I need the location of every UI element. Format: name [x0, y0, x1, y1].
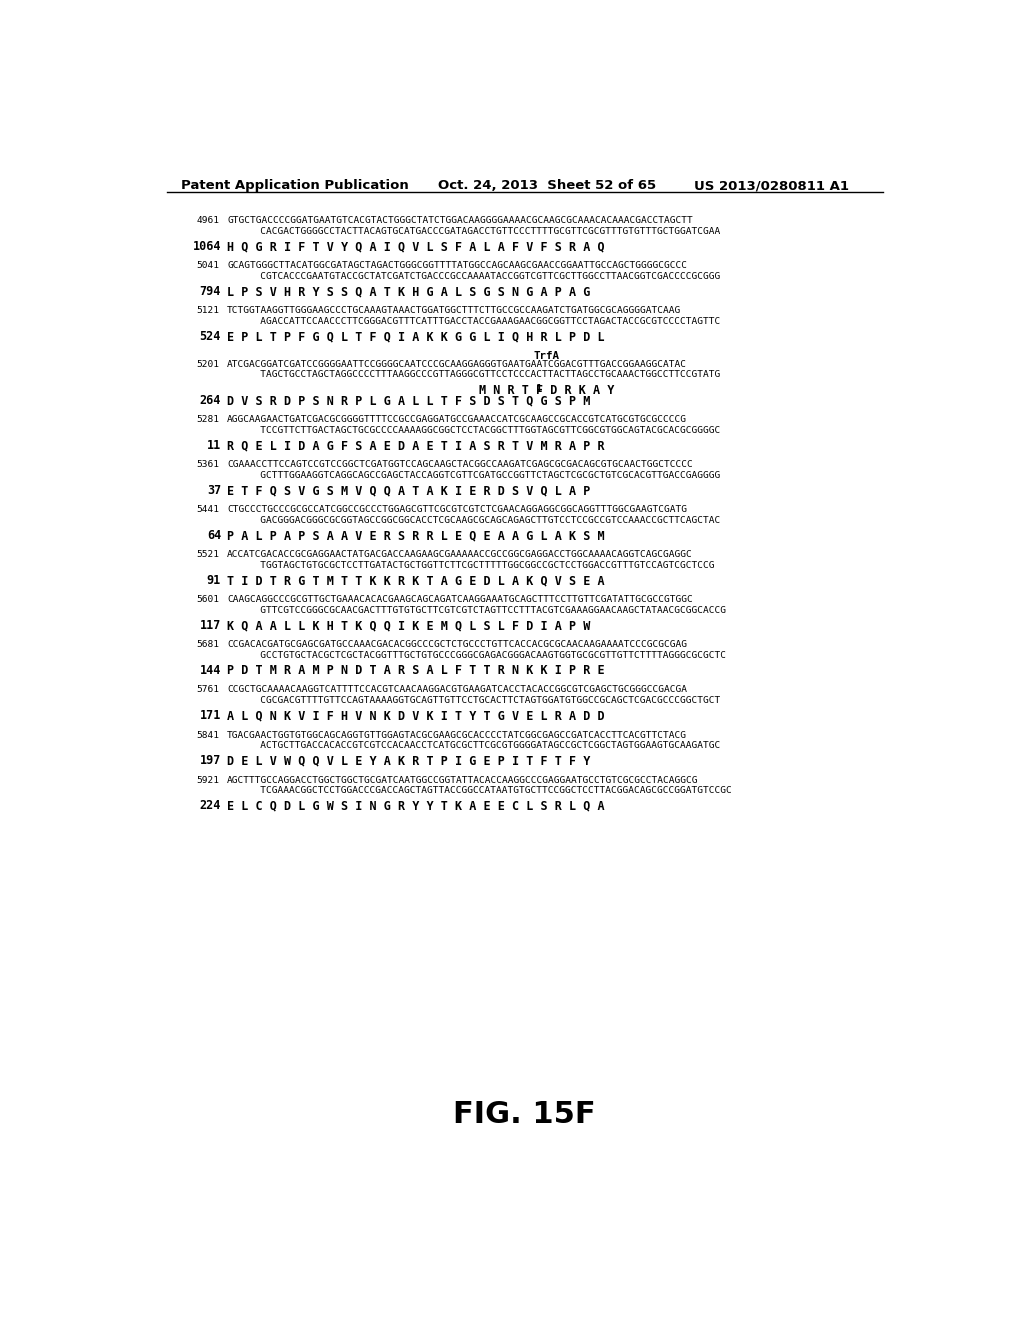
- Text: A L Q N K V I F H V N K D V K I T Y T G V E L R A D D: A L Q N K V I F H V N K D V K I T Y T G …: [227, 709, 605, 722]
- Text: R Q E L I D A G F S A E D A E T I A S R T V M R A P R: R Q E L I D A G F S A E D A E T I A S R …: [227, 440, 605, 451]
- Text: 5841: 5841: [197, 730, 219, 739]
- Text: L P S V H R Y S S Q A T K H G A L S G S N G A P A G: L P S V H R Y S S Q A T K H G A L S G S …: [227, 285, 591, 298]
- Text: TGACGAACTGGTGTGGCAGCAGGTGTTGGAGTACGCGAAGCGCACCCCTATCGGCGAGCCGATCACCTTCACGTTCTACG: TGACGAACTGGTGTGGCAGCAGGTGTTGGAGTACGCGAAG…: [227, 730, 687, 739]
- Text: Oct. 24, 2013  Sheet 52 of 65: Oct. 24, 2013 Sheet 52 of 65: [438, 180, 656, 193]
- Text: CAAGCAGGCCCGCGTTGCTGAAACACACGAAGCAGCAGATCAAGGAAATGCAGCTTTCCTTGTTCGATATTGCGCCGTGG: CAAGCAGGCCCGCGTTGCTGAAACACACGAAGCAGCAGAT…: [227, 595, 693, 605]
- Text: 5361: 5361: [197, 461, 219, 469]
- Text: 5521: 5521: [197, 550, 219, 560]
- Text: 524: 524: [200, 330, 221, 343]
- Text: 5041: 5041: [197, 261, 219, 271]
- Text: P A L P A P S A A V E R S R R L E Q E A A G L A K S M: P A L P A P S A A V E R S R R L E Q E A …: [227, 529, 605, 543]
- Text: FIG. 15F: FIG. 15F: [454, 1100, 596, 1129]
- Text: GTGCTGACCCCGGATGAATGTCACGTACTGGGCTATCTGGACAAGGGGAAAACGCAAGCGCAAACACAAACGACCTAGCT: GTGCTGACCCCGGATGAATGTCACGTACTGGGCTATCTGG…: [227, 216, 693, 226]
- Text: 224: 224: [200, 800, 221, 812]
- Text: CGCGACGTTTTGTTCCAGTAAAAGGTGCAGTTGTTCCTGCACTTCTAGTGGATGTGGCCGCAGCTCGACGCCCGGCTGCT: CGCGACGTTTTGTTCCAGTAAAAGGTGCAGTTGTTCCTGC…: [243, 696, 720, 705]
- Text: 5921: 5921: [197, 776, 219, 784]
- Text: TCGAAACGGCTCCTGGACCCGACCAGCTAGTTACCGGCCATAATGTGCTTCCGGCTCCTTACGGACAGCGCCGGATGTCC: TCGAAACGGCTCCTGGACCCGACCAGCTAGTTACCGGCCA…: [243, 785, 731, 795]
- Text: D E L V W Q Q V L E Y A K R T P I G E P I T F T F Y: D E L V W Q Q V L E Y A K R T P I G E P …: [227, 755, 591, 767]
- Text: 197: 197: [200, 755, 221, 767]
- Text: ACTGCTTGACCACACCGTCGTCCACAACCTCATGCGCTTCGCGTGGGGATAGCCGCTCGGCTAGTGGAAGTGCAAGATGC: ACTGCTTGACCACACCGTCGTCCACAACCTCATGCGCTTC…: [243, 741, 720, 750]
- Text: 37: 37: [207, 484, 221, 498]
- Text: E T F Q S V G S M V Q Q A T A K I E R D S V Q L A P: E T F Q S V G S M V Q Q A T A K I E R D …: [227, 484, 591, 498]
- Text: E L C Q D L G W S I N G R Y Y T K A E E C L S R L Q A: E L C Q D L G W S I N G R Y Y T K A E E …: [227, 800, 605, 812]
- Text: T I D T R G T M T T K K R K T A G E D L A K Q V S E A: T I D T R G T M T T K K R K T A G E D L …: [227, 574, 605, 587]
- Text: CCGACACGATGCGAGCGATGCCAAACGACACGGCCCGCTCTGCCCTGTTCACCACGCGCAACAAGAAAATCCCGCGCGAG: CCGACACGATGCGAGCGATGCCAAACGACACGGCCCGCTC…: [227, 640, 687, 649]
- Text: GCTTTGGAAGGTCAGGCAGCCGAGCTACCAGGTCGTTCGATGCCGGTTCTAGCTCGCGCTGTCGCACGTTGACCGAGGGG: GCTTTGGAAGGTCAGGCAGCCGAGCTACCAGGTCGTTCGA…: [243, 471, 720, 479]
- Text: GACGGGACGGGCGCGGTAGCCGGCGGCACCTCGCAAGCGCAGCAGAGCTTGTCCTCCGCCGTCCAAACCGCTTCAGCTAC: GACGGGACGGGCGCGGTAGCCGGCGGCACCTCGCAAGCGC…: [243, 516, 720, 524]
- Text: 144: 144: [200, 664, 221, 677]
- Text: 5201: 5201: [197, 360, 219, 368]
- Text: 5281: 5281: [197, 416, 219, 424]
- Text: TGGTAGCTGTGCGCTCCTTGATACTGCTGGTTCTTCGCTTTTTGGCGGCCGCTCCTGGACCGTTTGTCCAGTCGCTCCG: TGGTAGCTGTGCGCTCCTTGATACTGCTGGTTCTTCGCTT…: [243, 561, 714, 570]
- Text: AGACCATTCCAACCCTTCGGGACGTTTCATTTGACCTACCGAAAGAACGGCGGTTCCTAGACTACCGCGTCCCCTAGTTC: AGACCATTCCAACCCTTCGGGACGTTTCATTTGACCTACC…: [243, 317, 720, 326]
- Text: H Q G R I F T V Y Q A I Q V L S F A L A F V F S R A Q: H Q G R I F T V Y Q A I Q V L S F A L A …: [227, 240, 605, 253]
- Text: TCCGTTCTTGACTAGCTGCGCCCCAAAAGGCGGCTCCTACGGCTTTGGTAGCGTTCGGCGTGGCAGTACGCACGCGGGGC: TCCGTTCTTGACTAGCTGCGCCCCAAAAGGCGGCTCCTAC…: [243, 425, 720, 434]
- Text: M N R T F D R K A Y: M N R T F D R K A Y: [479, 384, 614, 396]
- Text: TrfA: TrfA: [534, 351, 559, 362]
- Text: CGAAACCTTCCAGTCCGTCCGGCTCGATGGTCCAGCAAGCTACGGCCAAGATCGAGCGCGACAGCGTGCAACTGGCTCCC: CGAAACCTTCCAGTCCGTCCGGCTCGATGGTCCAGCAAGC…: [227, 461, 693, 469]
- Text: 264: 264: [200, 395, 221, 407]
- Text: 5121: 5121: [197, 306, 219, 315]
- Text: 64: 64: [207, 529, 221, 543]
- Text: 5681: 5681: [197, 640, 219, 649]
- Text: E P L T P F G Q L T F Q I A K K G G L I Q H R L P D L: E P L T P F G Q L T F Q I A K K G G L I …: [227, 330, 605, 343]
- Text: K Q A A L L K H T K Q Q I K E M Q L S L F D I A P W: K Q A A L L K H T K Q Q I K E M Q L S L …: [227, 619, 591, 632]
- Text: GTTCGTCCGGGCGCAACGACTTTGTGTGCTTCGTCGTCTAGTTCCTTTACGTCGAAAGGAACAAGCTATAACGCGGCACC: GTTCGTCCGGGCGCAACGACTTTGTGTGCTTCGTCGTCTA…: [243, 606, 726, 615]
- Text: P D T M R A M P N D T A R S A L F T T R N K K I P R E: P D T M R A M P N D T A R S A L F T T R …: [227, 664, 605, 677]
- Text: US 2013/0280811 A1: US 2013/0280811 A1: [693, 180, 849, 193]
- Text: GCAGTGGGCTTACATGGCGATAGCTAGACTGGGCGGTTTTATGGCCAGCAAGCGAACCGGAATTGCCAGCTGGGGCGCCC: GCAGTGGGCTTACATGGCGATAGCTAGACTGGGCGGTTTT…: [227, 261, 687, 271]
- Text: CACGACTGGGGCCTACTTACAGTGCATGACCCGATAGACCTGTTCCCTTTTGCGTTCGCGTTTGTGTTTGCTGGATCGAA: CACGACTGGGGCCTACTTACAGTGCATGACCCGATAGACC…: [243, 227, 720, 235]
- Text: CTGCCCTGCCCGCGCCATCGGCCGCCCTGGAGCGTTCGCGTCGTCTCGAACAGGAGGCGGCAGGTTTGGCGAAGTCGATG: CTGCCCTGCCCGCGCCATCGGCCGCCCTGGAGCGTTCGCG…: [227, 506, 687, 515]
- Text: TCTGGTAAGGTTGGGAAGCCCTGCAAAGTAAACTGGATGGCTTTCTTGCCGCCAAGATCTGATGGCGCAGGGGATCAAG: TCTGGTAAGGTTGGGAAGCCCTGCAAAGTAAACTGGATGG…: [227, 306, 681, 315]
- Text: 5441: 5441: [197, 506, 219, 515]
- Text: 171: 171: [200, 709, 221, 722]
- Text: ATCGACGGATCGATCCGGGGAATTCCGGGGCAATCCCGCAAGGAGGGTGAATGAATCGGACGTTTGACCGGAAGGCATAC: ATCGACGGATCGATCCGGGGAATTCCGGGGCAATCCCGCA…: [227, 360, 687, 368]
- Text: GCCTGTGCTACGCTCGCTACGGTTTGCTGTGCCCGGGCGAGACGGGACAAGTGGTGCGCGTTGTTCTTTTAGGGCGCGCT: GCCTGTGCTACGCTCGCTACGGTTTGCTGTGCCCGGGCGA…: [243, 651, 726, 660]
- Text: 1064: 1064: [193, 240, 221, 253]
- Text: 117: 117: [200, 619, 221, 632]
- Text: 5601: 5601: [197, 595, 219, 605]
- Text: 11: 11: [207, 440, 221, 451]
- Text: 5761: 5761: [197, 685, 219, 694]
- Text: 91: 91: [207, 574, 221, 587]
- Text: AGCTTTGCCAGGACCTGGCTGGCTGCGATCAATGGCCGGTATTACACCAAGGCCCGAGGAATGCCTGTCGCGCCTACAGG: AGCTTTGCCAGGACCTGGCTGGCTGCGATCAATGGCCGGT…: [227, 776, 698, 784]
- Text: 4961: 4961: [197, 216, 219, 226]
- Text: 794: 794: [200, 285, 221, 298]
- Text: 1: 1: [537, 384, 543, 393]
- Text: ACCATCGACACCGCGAGGAACTATGACGACCAAGAAGCGAAAAACCGCCGGCGAGGACCTGGCAAAACAGGTCAGCGAGG: ACCATCGACACCGCGAGGAACTATGACGACCAAGAAGCGA…: [227, 550, 693, 560]
- Text: AGGCAAGAACTGATCGACGCGGGGTTTTCCGCCGAGGATGCCGAAACCATCGCAAGCCGCACCGTCATGCGTGCGCCCCG: AGGCAAGAACTGATCGACGCGGGGTTTTCCGCCGAGGATG…: [227, 416, 687, 424]
- Text: Patent Application Publication: Patent Application Publication: [180, 180, 409, 193]
- Text: CCGCTGCAAAACAAGGTCATTTTCCACGTCAACAAGGACGTGAAGATCACCTACACCGGCGTCGAGCTGCGGGCCGACGA: CCGCTGCAAAACAAGGTCATTTTCCACGTCAACAAGGACG…: [227, 685, 687, 694]
- Text: TAGCTGCCTAGCTAGGCCCCTTTAAGGCCCGTTAGGGCGTTCCTCCCACTTACTTAGCCTGCAAACTGGCCTTCCGTATG: TAGCTGCCTAGCTAGGCCCCTTTAAGGCCCGTTAGGGCGT…: [243, 370, 720, 379]
- Text: CGTCACCCGAATGTACCGCTATCGATCTGACCCGCCAAAATACCGGTCGTTCGCTTGGCCTTAACGGTCGACCCCGCGGG: CGTCACCCGAATGTACCGCTATCGATCTGACCCGCCAAAA…: [243, 272, 720, 281]
- Text: D V S R D P S N R P L G A L L T F S D S T Q G S P M: D V S R D P S N R P L G A L L T F S D S …: [227, 395, 591, 407]
